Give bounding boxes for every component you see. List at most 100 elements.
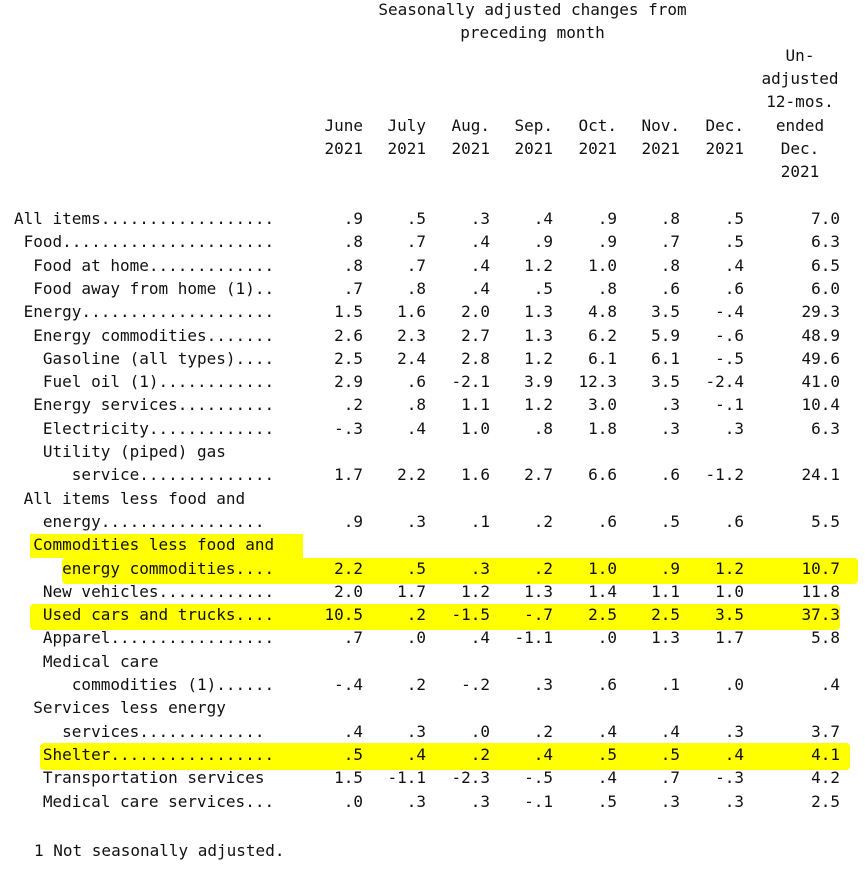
unadjusted-header-line: ended [775, 116, 825, 135]
table-cell: .2 [470, 745, 490, 764]
table-cell: -.2 [461, 675, 490, 694]
table-cell: 2.3 [397, 326, 426, 345]
row-label: Utility (piped) gas [14, 442, 226, 461]
unadjusted-header-line: 2021 [780, 162, 820, 181]
table-cell: 1.7 [334, 465, 363, 484]
table-cell: 41.0 [801, 372, 840, 391]
table-cell: .8 [597, 279, 617, 298]
table-cell: 10.4 [801, 395, 840, 414]
table-cell: .8 [660, 256, 680, 275]
table-cell: 2.4 [397, 349, 426, 368]
table-cell: .5 [724, 209, 744, 228]
row-label: commodities (1)...... [14, 675, 275, 694]
row-label: Electricity............. [14, 419, 275, 438]
table-cell: .7 [406, 256, 426, 275]
table-cell: 3.5 [715, 605, 744, 624]
table-cell: .6 [597, 512, 617, 531]
table-cell: .8 [343, 256, 363, 275]
table-cell: 5.5 [811, 512, 840, 531]
table-cell: .4 [820, 675, 840, 694]
row-label: Energy services.......... [14, 395, 275, 414]
table-cell: .9 [343, 209, 363, 228]
table-cell: 2.9 [334, 372, 363, 391]
table-cell: -.1 [524, 792, 553, 811]
table-cell: 7.0 [811, 209, 840, 228]
table-cell: -.4 [715, 302, 744, 321]
table-cell: -.7 [524, 605, 553, 624]
table-cell: -.3 [715, 768, 744, 787]
table-cell: .5 [660, 512, 680, 531]
table-cell: .4 [533, 209, 553, 228]
table-cell: 1.6 [397, 302, 426, 321]
row-label: Fuel oil (1)............ [14, 372, 275, 391]
table-cell: .5 [343, 745, 363, 764]
table-cell: .4 [724, 745, 744, 764]
table-cell: .3 [724, 722, 744, 741]
row-label: Gasoline (all types).... [14, 349, 275, 368]
table-cell: 49.6 [801, 349, 840, 368]
table-cell: .7 [343, 628, 363, 647]
row-label: Apparel................. [14, 628, 275, 647]
row-label: Shelter................. [14, 745, 275, 764]
table-cell: -2.1 [451, 372, 490, 391]
table-cell: -.4 [334, 675, 363, 694]
table-cell: 1.3 [524, 582, 553, 601]
table-cell: 2.2 [397, 465, 426, 484]
table-cell: 1.1 [651, 582, 680, 601]
table-cell: .4 [470, 232, 490, 251]
table-cell: .5 [406, 559, 426, 578]
table-cell: 1.3 [524, 326, 553, 345]
table-cell: 6.6 [588, 465, 617, 484]
table-cell: 1.2 [524, 349, 553, 368]
table-cell: 3.9 [524, 372, 553, 391]
unadjusted-header-line: 12-mos. [766, 92, 834, 111]
column-header-month: June [324, 116, 363, 135]
table-cell: .0 [597, 628, 617, 647]
table-cell: 12.3 [578, 372, 617, 391]
table-cell: .4 [533, 745, 553, 764]
table-cell: .1 [660, 675, 680, 694]
row-label: All items.................. [14, 209, 275, 228]
table-cell: .0 [406, 628, 426, 647]
table-cell: 1.2 [524, 256, 553, 275]
table-cell: -.1 [715, 395, 744, 414]
table-cell: .5 [724, 232, 744, 251]
table-cell: .3 [406, 512, 426, 531]
table-cell: .4 [343, 722, 363, 741]
table-cell: .7 [660, 768, 680, 787]
table-cell: 1.1 [461, 395, 490, 414]
table-cell: 2.0 [461, 302, 490, 321]
table-cell: .4 [406, 745, 426, 764]
table-cell: .5 [597, 792, 617, 811]
table-cell: .6 [660, 465, 680, 484]
table-cell: .2 [533, 559, 553, 578]
table-cell: .3 [724, 419, 744, 438]
header-title-line2: preceding month [460, 23, 605, 42]
column-header-year: 2021 [514, 139, 553, 158]
unadjusted-header-line: Dec. [780, 139, 820, 158]
row-label: New vehicles............ [14, 582, 275, 601]
table-cell: 4.8 [588, 302, 617, 321]
table-cell: .4 [470, 256, 490, 275]
column-header-year: 2021 [578, 139, 617, 158]
table-cell: 1.3 [524, 302, 553, 321]
unadjusted-header-line: Un- [785, 46, 815, 65]
highlight-commodities-label [30, 534, 303, 558]
table-cell: 1.7 [715, 628, 744, 647]
column-header-year: 2021 [641, 139, 680, 158]
row-label: Energy.................... [14, 302, 275, 321]
highlight-commodities-row [62, 558, 858, 584]
table-cell: .6 [724, 512, 744, 531]
table-cell: .8 [406, 279, 426, 298]
table-cell: 2.7 [524, 465, 553, 484]
table-cell: 3.5 [651, 302, 680, 321]
table-cell: .3 [533, 675, 553, 694]
table-cell: 37.3 [801, 605, 840, 624]
table-cell: 6.3 [811, 419, 840, 438]
table-cell: .5 [660, 745, 680, 764]
row-label: services............. [14, 722, 265, 741]
unadjusted-header-line: adjusted [761, 69, 839, 88]
table-cell: 6.5 [811, 256, 840, 275]
table-cell: .6 [724, 279, 744, 298]
row-label: Transportation services [14, 768, 265, 787]
